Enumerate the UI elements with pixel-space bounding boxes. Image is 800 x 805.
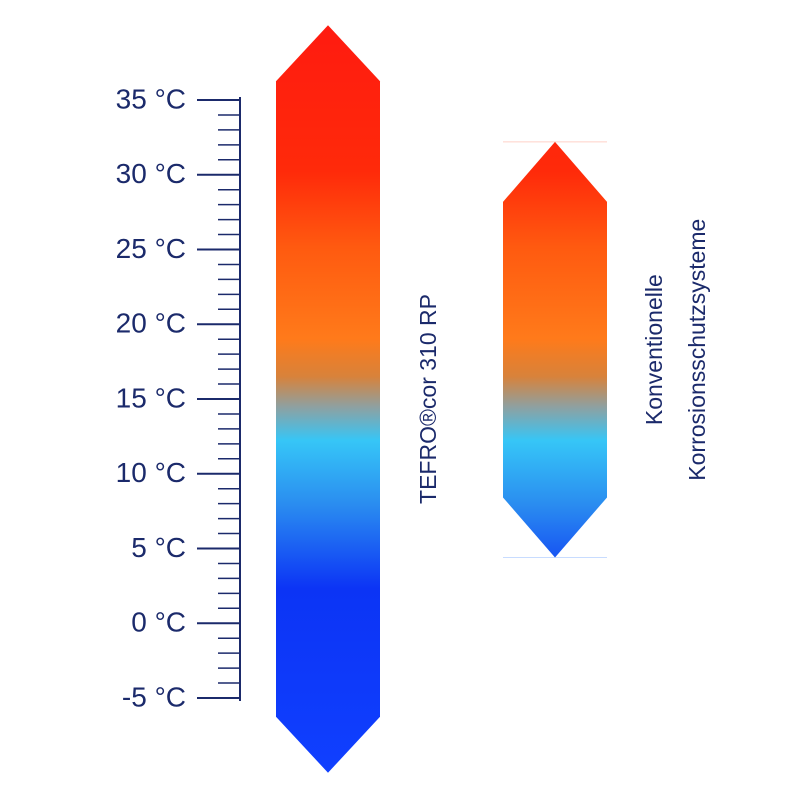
range-label: TEFRO®cor 310 RP: [415, 294, 441, 504]
y-tick-label: 20 °C: [116, 308, 186, 339]
range-label: Konventionelle: [641, 274, 667, 425]
y-tick-label: 35 °C: [116, 83, 186, 114]
range-label: Korrosionsschutzsysteme: [684, 219, 710, 481]
y-tick-label: 30 °C: [116, 158, 186, 189]
range-bar: [276, 25, 380, 773]
y-tick-label: 0 °C: [131, 607, 186, 638]
y-tick-label: -5 °C: [122, 681, 186, 712]
range-bar: [503, 141, 607, 558]
y-tick-label: 5 °C: [131, 532, 186, 563]
y-tick-label: 25 °C: [116, 233, 186, 264]
y-tick-label: 15 °C: [116, 382, 186, 413]
y-tick-label: 10 °C: [116, 457, 186, 488]
